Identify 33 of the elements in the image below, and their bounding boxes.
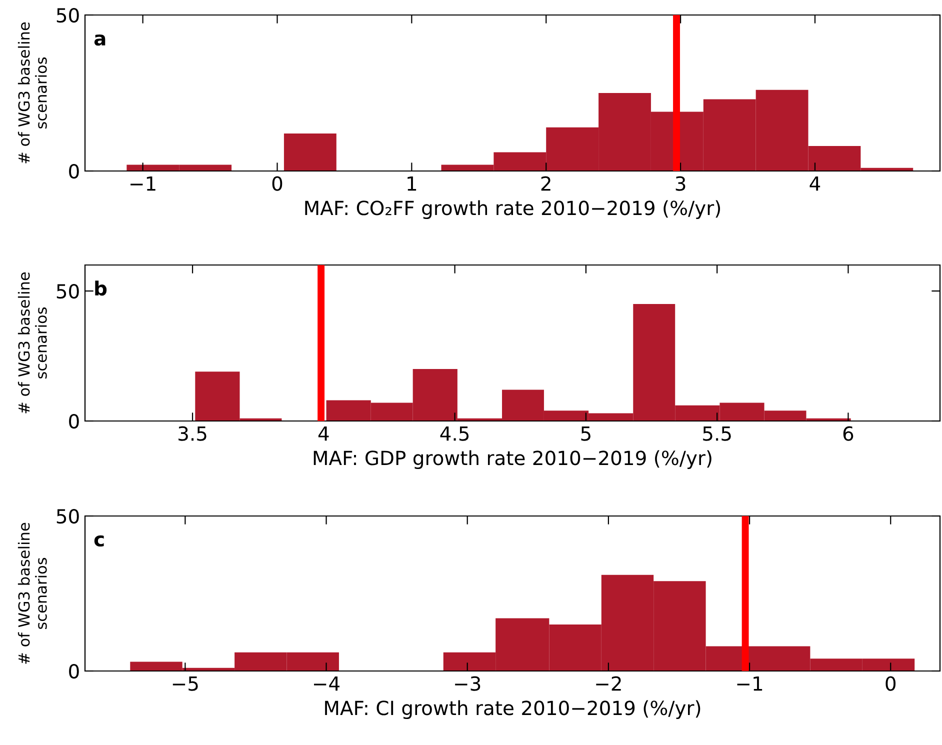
x-tick-label: 4.5 (440, 426, 469, 441)
x-tick-label: 3.5 (178, 426, 206, 441)
y-tick-label: 0 (69, 414, 79, 429)
x-tick-label: −3 (455, 676, 480, 691)
x-axis-title: MAF: CI growth rate 2010−2019 (%/yr) (325, 700, 700, 720)
x-tick-label: 2 (541, 176, 550, 191)
annotation: c (94, 535, 104, 547)
x-tick-label: 3 (676, 176, 686, 191)
x-axis-title: MAF: GDP growth rate 2010−2019 (%/yr) (314, 450, 712, 470)
annotation: b (95, 280, 107, 296)
x-tick-label: −1 (130, 176, 156, 191)
y-axis-title: # of WG3 baseline scenarios (18, 22, 47, 164)
x-tick-label: 0 (886, 676, 896, 691)
x-tick-label: −2 (596, 676, 621, 691)
x-tick-label: 0 (272, 176, 282, 191)
x-tick-label: −1 (737, 676, 762, 691)
x-tick-label: 5.5 (703, 426, 731, 441)
x-tick-label: 6 (843, 426, 854, 441)
annotation: a (94, 34, 106, 46)
x-tick-label: 5 (581, 426, 590, 441)
x-tick-label: −5 (172, 676, 198, 691)
x-axis-title: MAF: CO₂FF growth rate 2010−2019 (%/yr) (305, 200, 720, 220)
x-tick-label: 4 (810, 176, 820, 191)
y-axis-title: # of WG3 baseline scenarios (18, 522, 47, 664)
x-tick-label: 4 (318, 426, 329, 441)
y-tick-label: 0 (69, 664, 79, 679)
y-tick-label: 0 (69, 164, 79, 179)
x-tick-label: 1 (408, 176, 416, 191)
y-tick-label: 50 (56, 8, 79, 23)
y-tick-label: 50 (56, 284, 79, 299)
y-axis-title: # of WG3 baseline scenarios (18, 272, 47, 414)
x-tick-label: −4 (314, 676, 340, 691)
y-tick-label: 50 (56, 508, 79, 524)
